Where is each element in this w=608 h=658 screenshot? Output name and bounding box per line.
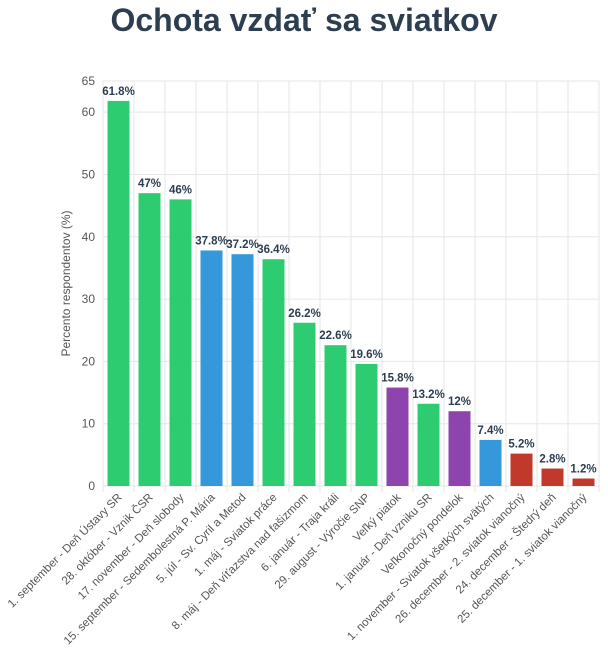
y-tick-label: 60 bbox=[82, 105, 96, 119]
data-label: 37.2% bbox=[226, 239, 259, 251]
data-label: 7.4% bbox=[477, 425, 503, 437]
data-label: 47% bbox=[138, 178, 161, 190]
data-label: 26.2% bbox=[288, 308, 321, 320]
y-tick-label: 10 bbox=[82, 417, 96, 431]
data-label: 13.2% bbox=[412, 389, 445, 401]
bar bbox=[231, 254, 254, 486]
chart-title: Ochota vzdať sa sviatkov bbox=[110, 2, 498, 38]
bar bbox=[324, 345, 347, 486]
data-label: 12% bbox=[448, 396, 471, 408]
y-tick-label: 30 bbox=[82, 292, 96, 306]
data-label: 46% bbox=[169, 184, 192, 196]
bar bbox=[169, 199, 192, 486]
bar bbox=[479, 439, 502, 486]
data-label: 1.2% bbox=[570, 464, 596, 476]
bar bbox=[448, 411, 471, 486]
bar bbox=[572, 478, 595, 486]
bar bbox=[107, 100, 130, 486]
bar bbox=[262, 259, 285, 486]
bar bbox=[386, 387, 409, 486]
data-label: 2.8% bbox=[539, 454, 565, 466]
data-label: 61.8% bbox=[102, 86, 135, 98]
y-tick-label: 20 bbox=[82, 354, 96, 368]
bar bbox=[417, 403, 440, 486]
data-label: 15.8% bbox=[381, 373, 414, 385]
y-tick-label: 50 bbox=[82, 167, 96, 181]
bar bbox=[510, 453, 533, 486]
data-label: 19.6% bbox=[350, 349, 383, 361]
y-tick-label: 0 bbox=[88, 479, 95, 493]
bar bbox=[541, 468, 564, 486]
data-label: 22.6% bbox=[319, 330, 352, 342]
y-axis-label: Percento respondentov (%) bbox=[59, 210, 73, 356]
data-label: 36.4% bbox=[257, 244, 290, 256]
bar bbox=[138, 193, 161, 486]
y-tick-label: 40 bbox=[82, 230, 96, 244]
data-label: 5.2% bbox=[508, 439, 534, 451]
data-label: 37.8% bbox=[195, 235, 228, 247]
bar bbox=[200, 250, 223, 486]
bar bbox=[355, 363, 378, 486]
x-tick-label: 1. september - Deň Ústavy SR bbox=[5, 491, 124, 610]
y-tick-label: 65 bbox=[82, 74, 96, 88]
bar bbox=[293, 322, 316, 486]
